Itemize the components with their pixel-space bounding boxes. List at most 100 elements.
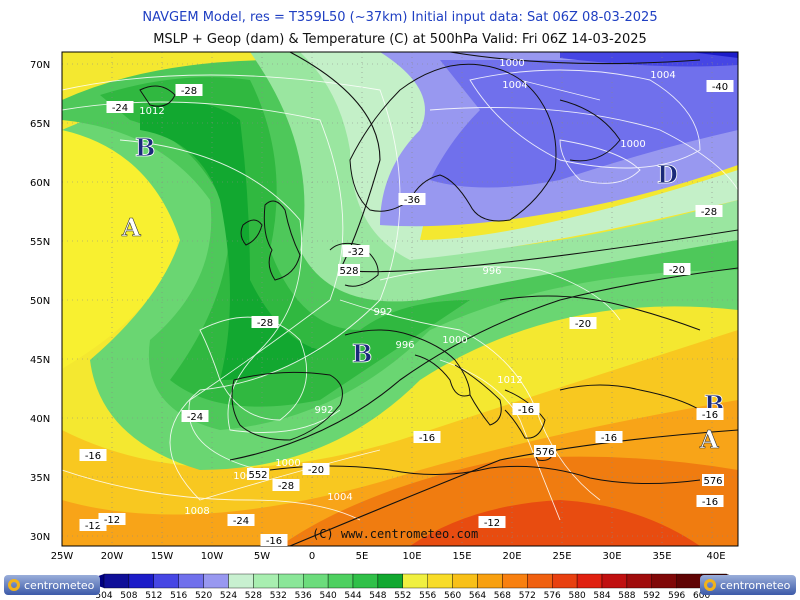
high-pressure-marker: A — [699, 425, 719, 454]
geopotential-label: 576 — [534, 445, 556, 458]
pressure-label: 1000 — [499, 58, 524, 69]
temperature-label: -16 — [413, 431, 441, 444]
svg-text:-16: -16 — [266, 536, 282, 547]
low-pressure-marker: B — [352, 339, 372, 368]
lat-label: 65N — [30, 119, 50, 130]
svg-text:-24: -24 — [187, 412, 203, 423]
lat-label: 30N — [30, 532, 50, 543]
svg-text:-20: -20 — [575, 319, 591, 330]
colorbar-swatch — [452, 573, 478, 589]
colorbar-label: 504 — [95, 591, 112, 600]
pressure-label: 1004 — [650, 70, 675, 81]
svg-text:-36: -36 — [404, 195, 420, 206]
colorbar-swatch — [327, 573, 354, 589]
pressure-label: 1012 — [497, 375, 522, 386]
colorbar-label: 528 — [245, 591, 262, 600]
svg-text:-12: -12 — [484, 518, 500, 529]
colorbar-label: 524 — [220, 591, 237, 600]
svg-text:528: 528 — [339, 266, 358, 277]
colorbar-label: 540 — [320, 591, 337, 600]
colorbar-swatch — [402, 573, 428, 589]
colorbar-label: 520 — [195, 591, 212, 600]
logo-ring-icon — [8, 579, 20, 591]
lon-label: 15E — [452, 551, 471, 562]
lon-label: 25W — [51, 551, 74, 562]
latitude-labels: 70N 65N 60N 55N 50N 45N 40N 35N 30N — [30, 60, 50, 543]
temperature-label: -20 — [663, 263, 691, 276]
svg-text:-16: -16 — [518, 405, 534, 416]
geopotential-labels: 528 552 576 576 — [247, 264, 724, 487]
pressure-label: 1008 — [233, 471, 258, 482]
colorbar-swatch — [377, 573, 403, 589]
temperature-label: -24 — [106, 101, 134, 114]
lon-label: 40E — [706, 551, 725, 562]
pressure-label: 1012 — [139, 106, 164, 117]
svg-text:-32: -32 — [348, 247, 364, 258]
pressure-label: 1000 — [620, 139, 645, 150]
temperature-label: -16 — [696, 495, 724, 508]
lat-label: 40N — [30, 414, 50, 425]
colorbar-swatch — [427, 573, 453, 589]
lon-label: 15W — [151, 551, 174, 562]
colorbar-label: 568 — [494, 591, 511, 600]
svg-text:552: 552 — [248, 470, 267, 481]
lat-label: 55N — [30, 237, 50, 248]
header-field-valid-time: MSLP + Geop (dam) & Temperature (C) at 5… — [153, 32, 647, 47]
colorbar-swatch — [352, 573, 379, 589]
temperature-label: -16 — [595, 431, 623, 444]
lon-label: 0 — [309, 551, 315, 562]
lat-label: 35N — [30, 473, 50, 484]
colorbar: 504 508 512 516 520 524 528 532 536 540 544 548 552 5… — [84, 573, 747, 600]
svg-text:-28: -28 — [181, 86, 197, 97]
temperature-label: -32 — [342, 245, 370, 258]
colorbar-swatch — [477, 573, 503, 589]
svg-text:-16: -16 — [601, 433, 617, 444]
temperature-fill-field — [62, 52, 738, 546]
colorbar-label: 596 — [668, 591, 685, 600]
geopotential-label: 576 — [702, 474, 724, 487]
svg-text:-12: -12 — [85, 521, 101, 532]
colorbar-swatch — [178, 573, 204, 589]
svg-text:-16: -16 — [702, 410, 718, 421]
temperature-label: -16 — [696, 408, 724, 421]
svg-text:-28: -28 — [257, 318, 273, 329]
colorbar-label: 532 — [270, 591, 287, 600]
colorbar-label: 516 — [170, 591, 187, 600]
svg-text:-28: -28 — [701, 207, 717, 218]
colorbar-label: 548 — [369, 591, 386, 600]
colorbar-label: 508 — [120, 591, 137, 600]
longitude-labels: 25W 20W 15W 10W 5W 0 5E 10E 15E 20E 25E … — [51, 551, 726, 562]
svg-text:-28: -28 — [278, 481, 294, 492]
pressure-label: 996 — [482, 266, 501, 277]
pressure-label: 1008 — [184, 506, 209, 517]
pressure-label: 996 — [395, 340, 414, 351]
colorbar-swatch — [676, 573, 702, 589]
geopotential-contours — [229, 52, 738, 546]
pressure-labels: 1000 1004 1012 1004 1000 1008 996 992 996 1000 101… — [139, 58, 675, 517]
lon-label: 5W — [254, 551, 270, 562]
temperature-label: -12 — [478, 516, 506, 529]
lat-label: 50N — [30, 296, 50, 307]
colorbar-swatch — [552, 573, 578, 589]
svg-text:-24: -24 — [233, 516, 249, 527]
colorbar-label: 544 — [344, 591, 361, 600]
temperature-label: -16 — [79, 449, 107, 462]
temperature-label: -28 — [251, 316, 279, 329]
pressure-label: 1004 — [502, 80, 527, 91]
svg-text:-16: -16 — [702, 497, 718, 508]
svg-text:576: 576 — [703, 476, 722, 487]
colorbar-label: 564 — [469, 591, 486, 600]
temperature-label: -20 — [569, 317, 597, 330]
lon-label: 5E — [356, 551, 369, 562]
lon-label: 20E — [502, 551, 521, 562]
colorbar-label: 588 — [618, 591, 635, 600]
pressure-label: 992 — [314, 405, 333, 416]
lon-label: 10W — [201, 551, 224, 562]
temperature-label: -20 — [302, 463, 330, 476]
logo-text: centrometeo — [24, 578, 95, 592]
colorbar-label: 576 — [544, 591, 561, 600]
colorbar-swatch — [103, 573, 130, 589]
copyright-text: (C) www.centrometeo.com — [312, 527, 478, 541]
pressure-label: 1000 — [442, 335, 467, 346]
